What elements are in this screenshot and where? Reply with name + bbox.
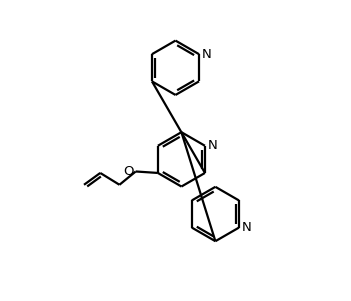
- Text: N: N: [207, 139, 217, 152]
- Text: N: N: [241, 221, 251, 234]
- Text: N: N: [201, 48, 211, 61]
- Text: O: O: [124, 165, 134, 178]
